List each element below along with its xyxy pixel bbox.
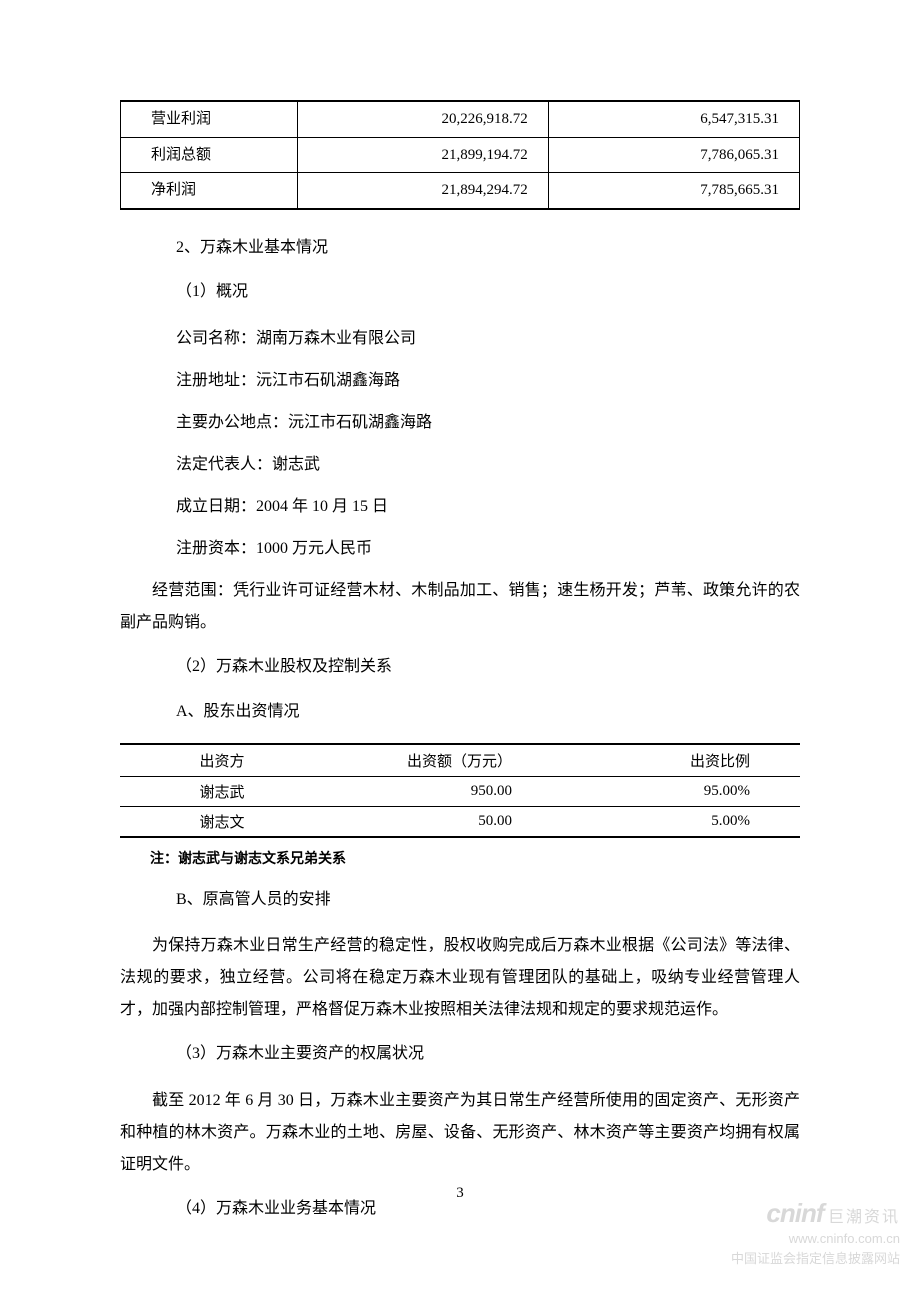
table-row: 净利润 21,894,294.72 7,785,665.31	[121, 173, 800, 209]
section-2-title: 2、万森木业基本情况	[176, 234, 800, 263]
company-name: 公司名称：湖南万森木业有限公司	[176, 323, 800, 355]
company-date: 成立日期：2004 年 10 月 15 日	[176, 491, 800, 523]
investor-ratio: 95.00%	[562, 776, 800, 806]
investor-ratio: 5.00%	[562, 806, 800, 837]
header-ratio: 出资比例	[562, 744, 800, 777]
row-label: 利润总额	[121, 137, 298, 173]
header-amount: 出资额（万元）	[324, 744, 562, 777]
row-label: 营业利润	[121, 101, 298, 137]
paragraph-B: 为保持万森木业日常生产经营的稳定性，股权收购完成后万森木业根据《公司法》等法律、…	[120, 930, 800, 1026]
business-scope: 经营范围：凭行业许可证经营木材、木制品加工、销售；速生杨开发；芦苇、政策允许的农…	[120, 575, 800, 639]
watermark-desc: 中国证监会指定信息披露网站	[731, 1248, 900, 1267]
row-value-2: 6,547,315.31	[548, 101, 799, 137]
watermark: cninf 巨潮资讯 www.cninfo.com.cn 中国证监会指定信息披露…	[731, 1198, 900, 1267]
watermark-logo-cn: 巨潮资讯	[828, 1209, 900, 1226]
row-value-1: 21,899,194.72	[297, 137, 548, 173]
company-address: 注册地址：沅江市石矶湖鑫海路	[176, 365, 800, 397]
company-legal: 法定代表人：谢志武	[176, 449, 800, 481]
table-row: 谢志文 50.00 5.00%	[120, 806, 800, 837]
section-2-2: （2）万森木业股权及控制关系	[176, 653, 800, 682]
row-value-1: 21,894,294.72	[297, 173, 548, 209]
company-capital: 注册资本：1000 万元人民币	[176, 533, 800, 565]
row-value-2: 7,785,665.31	[548, 173, 799, 209]
table-note: 注：谢志武与谢志文系兄弟关系	[150, 848, 800, 868]
table-row: 利润总额 21,899,194.72 7,786,065.31	[121, 137, 800, 173]
section-2-3: （3）万森木业主要资产的权属状况	[176, 1040, 800, 1069]
table-row: 营业利润 20,226,918.72 6,547,315.31	[121, 101, 800, 137]
header-investor: 出资方	[120, 744, 324, 777]
table-row: 谢志武 950.00 95.00%	[120, 776, 800, 806]
row-value-2: 7,786,065.31	[548, 137, 799, 173]
row-value-1: 20,226,918.72	[297, 101, 548, 137]
financial-table: 营业利润 20,226,918.72 6,547,315.31 利润总额 21,…	[120, 100, 800, 210]
section-2-B: B、原高管人员的安排	[176, 886, 800, 915]
row-label: 净利润	[121, 173, 298, 209]
section-2-1: （1）概况	[176, 278, 800, 307]
paragraph-3: 截至 2012 年 6 月 30 日，万森木业主要资产为其日常生产经营所使用的固…	[120, 1085, 800, 1181]
shareholder-table: 出资方 出资额（万元） 出资比例 谢志武 950.00 95.00% 谢志文 5…	[120, 743, 800, 838]
watermark-logo: cninf	[766, 1198, 823, 1228]
watermark-url: www.cninfo.com.cn	[731, 1231, 900, 1246]
table-header-row: 出资方 出资额（万元） 出资比例	[120, 744, 800, 777]
company-office: 主要办公地点：沅江市石矶湖鑫海路	[176, 407, 800, 439]
investor-name: 谢志文	[120, 806, 324, 837]
investor-name: 谢志武	[120, 776, 324, 806]
investor-amount: 950.00	[324, 776, 562, 806]
investor-amount: 50.00	[324, 806, 562, 837]
section-2-A: A、股东出资情况	[176, 698, 800, 727]
